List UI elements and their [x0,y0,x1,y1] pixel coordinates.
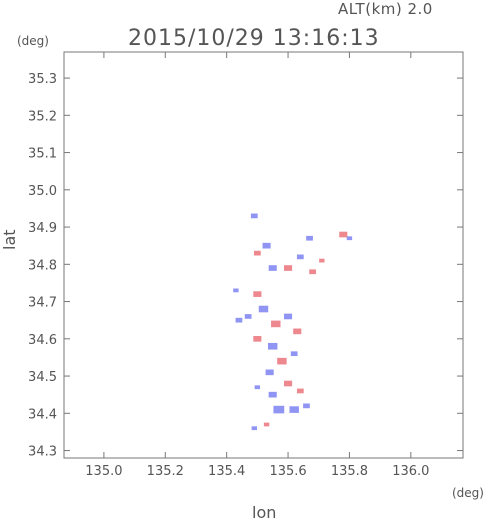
echo-cell [284,380,293,387]
echo-cell [319,258,325,263]
y-tick-label: 34.4 [28,407,57,422]
echo-cell [296,388,304,394]
echo-cell [253,335,262,342]
echo-cell [268,391,277,398]
echo-cell [293,328,302,335]
y-tick-label: 35.1 [28,147,57,162]
echo-cell [290,351,298,357]
echo-cell [303,403,310,409]
x-tick-label: 135.0 [85,464,122,479]
y-tick-label: 34.8 [28,258,57,273]
echo-cell [306,235,313,241]
echo-cell [309,269,316,275]
echo-cell [267,342,278,350]
timestamp-title: 2015/10/29 13:16:13 [128,26,380,51]
echo-cell [244,314,252,319]
echo-cell [250,213,258,219]
echo-cell [233,288,239,293]
y-axis-unit: (deg) [17,34,49,48]
y-tick-label: 34.6 [28,333,57,348]
echo-cell [284,313,293,320]
axis-layer: 135.0 135.2 135.4 135.6 135.8 136.0 34.3 34.4 34… [28,52,463,479]
y-tick-label: 34.3 [28,445,57,460]
x-tick-label: 135.4 [208,464,245,479]
echo-cell [235,317,243,323]
y-tick-label: 35.3 [28,72,57,87]
x-tick-label: 135.2 [147,464,184,479]
echo-cell [254,385,261,390]
echo-cell [277,357,287,365]
y-tick-label: 35.0 [28,184,57,199]
echo-cell [289,406,299,413]
echo-cell [263,422,270,427]
x-tick-label: 135.6 [269,464,306,479]
echo-cell [253,291,262,297]
x-tick-label: 135.8 [331,464,368,479]
echo-cell [271,320,281,328]
y-tick-label: 35.2 [28,109,57,124]
echo-cell [253,250,261,256]
echo-cell [262,242,271,249]
echo-cell [268,265,277,271]
data-layer [233,213,353,431]
echo-cell [296,254,304,260]
plot-frame [63,51,464,459]
x-axis-label: lon [252,503,277,522]
y-tick-label: 34.9 [28,221,57,236]
echo-cell [339,231,348,238]
altitude-label: ALT(km) 2.0 [338,0,433,18]
echo-cell [258,305,269,313]
x-axis-unit: (deg) [452,486,484,500]
y-tick-label: 34.5 [28,370,57,385]
echo-cell [251,426,257,431]
y-tick-label: 34.7 [28,296,57,311]
echo-cell [265,369,274,376]
echo-cell [273,405,285,414]
echo-cell [284,265,293,271]
echo-cell [346,236,353,241]
x-tick-label: 136.0 [392,464,429,479]
